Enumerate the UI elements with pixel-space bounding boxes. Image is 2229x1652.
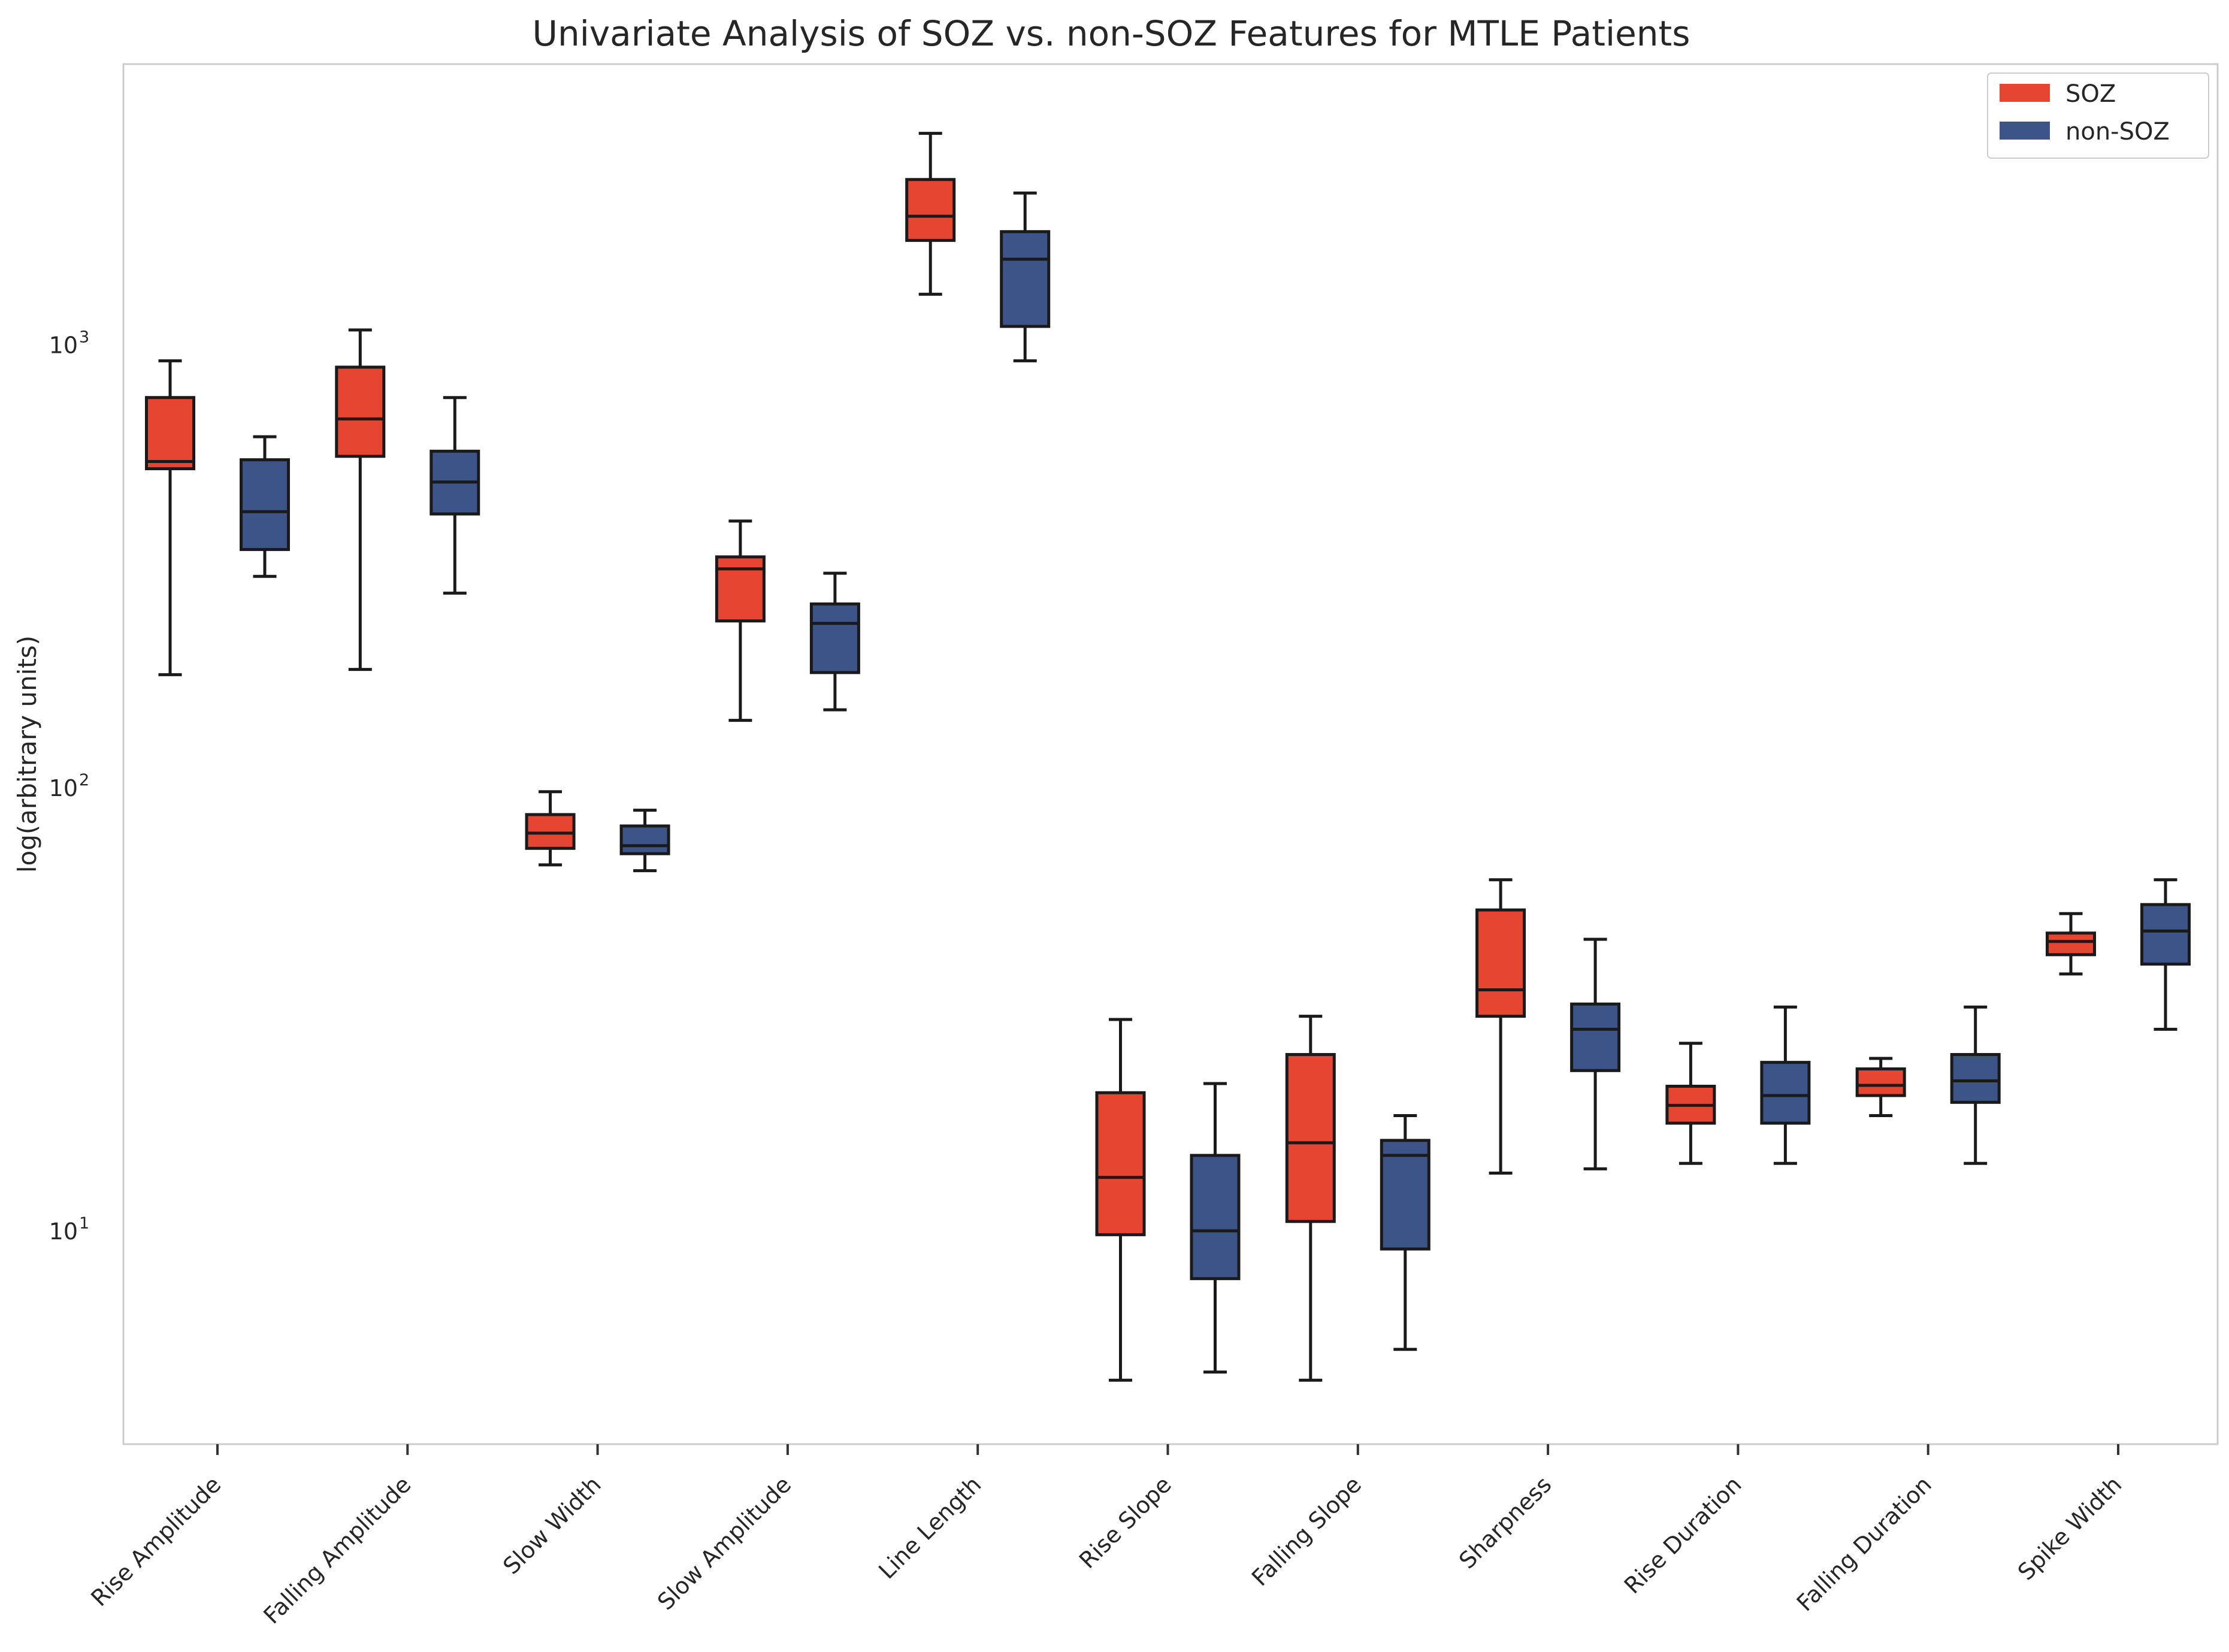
box-body [525,813,576,850]
box-non-soz-falling-slope [1380,1114,1430,1351]
box-body [1095,1091,1146,1236]
box-non-soz-sharpness [1570,937,1621,1170]
y-tick-label: 10 [49,332,78,359]
legend-swatch-non-soz [2000,122,2050,140]
legend-label-soz: SOZ [2065,80,2116,108]
box-body [905,178,956,242]
box-soz-falling-duration [1855,1057,1906,1118]
box-non-soz-falling-amplitude [430,396,480,595]
box-soz-spike-width [2046,912,2096,976]
y-axis-label: log(arbitrary units) [13,636,42,873]
legend: SOZ non-SOZ [1987,72,2209,159]
box-soz-falling-slope [1285,1015,1336,1382]
box-soz-rise-duration [1665,1042,1716,1165]
box-body [1570,1002,1621,1072]
y-tick-exponent: 2 [79,771,89,789]
box-non-soz-spike-width [2140,878,2191,1031]
box-body [809,602,860,674]
box-soz-slow-amplitude [715,519,766,722]
box-body [145,396,195,471]
box-body [715,555,766,623]
y-tick-label: 10 [49,1218,78,1245]
box-non-soz-rise-duration [1760,1005,1811,1165]
box-body [1475,908,1526,1018]
box-soz-slow-width [525,790,576,867]
box-soz-sharpness [1475,878,1526,1175]
chart-title: Univariate Analysis of SOZ vs. non-SOZ F… [533,13,1690,54]
box-non-soz-slow-amplitude [809,571,860,712]
box-body [1855,1067,1906,1097]
box-body [619,824,670,855]
y-tick-label: 10 [49,775,78,801]
box-soz-rise-amplitude [145,359,195,676]
box-non-soz-slow-width [619,809,670,873]
box-body [1190,1154,1241,1281]
plot-area-frame [122,63,2219,1445]
y-tick-exponent: 1 [79,1214,89,1233]
box-non-soz-rise-slope [1190,1082,1241,1374]
box-body [240,458,290,551]
box-soz-rise-slope [1095,1018,1146,1382]
box-body [2046,931,2096,957]
box-non-soz-line-length [1000,191,1051,362]
box-soz-line-length [905,132,956,296]
box-non-soz-falling-duration [1950,1005,2001,1165]
box-non-soz-rise-amplitude [240,435,290,578]
box-soz-falling-amplitude [335,328,386,671]
box-body [1380,1139,1430,1251]
box-body [335,365,386,458]
legend-swatch-soz [2000,84,2050,102]
box-body [1950,1053,2001,1104]
y-tick-exponent: 3 [79,328,89,347]
box-body [1000,230,1051,328]
legend-label-non-soz: non-SOZ [2065,118,2170,146]
box-body [1760,1061,1811,1125]
box-body [2140,903,2191,966]
box-body [1285,1053,1336,1223]
